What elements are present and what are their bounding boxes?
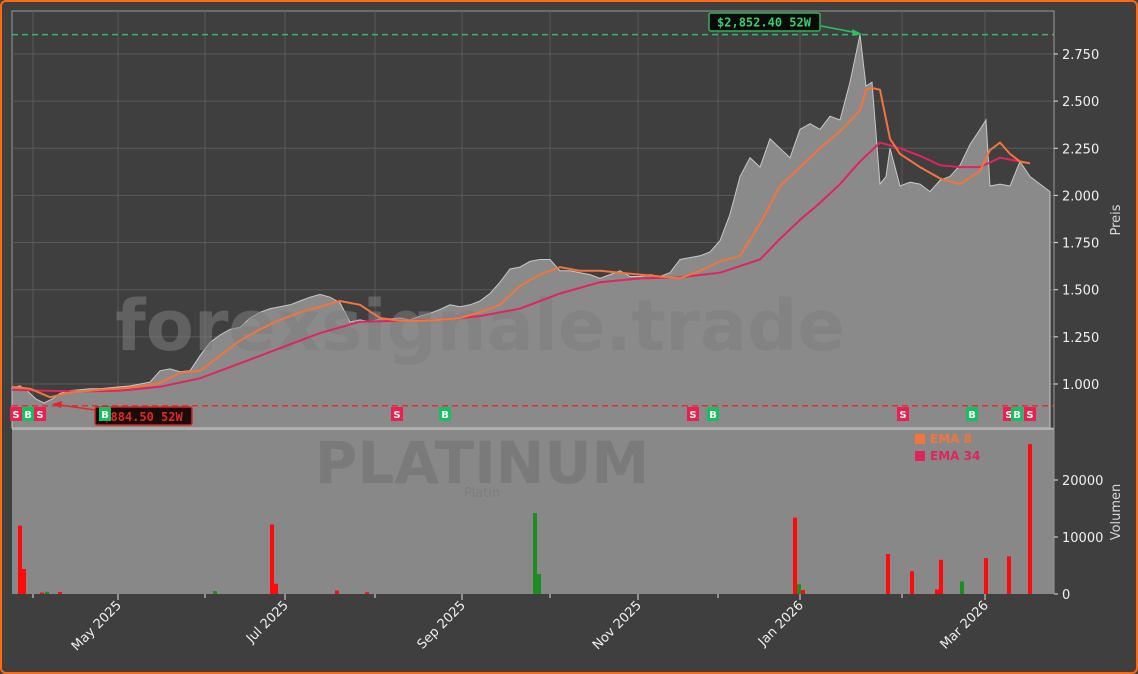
volume-bar xyxy=(960,581,964,594)
svg-text:B: B xyxy=(441,410,449,421)
volume-bar xyxy=(58,592,62,594)
legend-swatch-ema34 xyxy=(915,451,925,461)
volume-bar xyxy=(537,574,541,594)
svg-text:S: S xyxy=(689,410,696,421)
volume-tick-label: 0 xyxy=(1062,588,1070,603)
volume-bar xyxy=(270,524,274,594)
svg-text:B: B xyxy=(101,410,109,421)
legend-label-ema8: EMA 8 xyxy=(930,432,972,446)
volume-bar xyxy=(335,590,339,594)
buy-signal-marker: B xyxy=(1011,407,1023,421)
price-area xyxy=(11,34,1051,429)
price-tick-label: 2.000 xyxy=(1062,189,1099,204)
volume-bar xyxy=(1007,556,1011,594)
sell-signal-marker: S xyxy=(1024,407,1036,421)
sell-signal-marker: S xyxy=(10,407,22,421)
volume-bar xyxy=(274,583,278,594)
volume-axis-title: Volumen xyxy=(1109,484,1124,541)
buy-signal-marker: B xyxy=(22,407,34,421)
price-tick-label: 1.250 xyxy=(1062,331,1099,346)
svg-text:S: S xyxy=(899,410,906,421)
price-axis-title: Preis xyxy=(1109,204,1124,235)
ema8-line xyxy=(11,86,1031,399)
time-tick-label: Nov 2025 xyxy=(590,598,645,653)
svg-text:S: S xyxy=(1026,410,1033,421)
volume-bar xyxy=(40,592,44,594)
price-axis: 1.000 1.250 1.500 1.750 2.000 2.250 2.500 2.750 xyxy=(1054,48,1099,393)
volume-bar xyxy=(939,559,943,594)
time-tick-label: Mar 2026 xyxy=(938,598,992,652)
volume-bar xyxy=(886,554,890,594)
legend-swatch-ema8 xyxy=(915,434,925,444)
high-52w-label: $2,852.40 52W xyxy=(717,16,812,30)
time-tick-label: Jul 2025 xyxy=(243,598,292,647)
volume-axis: 0 10000 20000 xyxy=(1054,474,1103,603)
legend: EMA 8 EMA 34 xyxy=(915,432,980,463)
time-tick-label: May 2025 xyxy=(69,598,125,654)
sell-signal-marker: S xyxy=(391,407,403,421)
price-tick-label: 1.750 xyxy=(1062,237,1099,252)
buy-signal-marker: B xyxy=(99,407,111,421)
volume-bar xyxy=(1028,444,1032,594)
time-tick-label: Sep 2025 xyxy=(415,598,469,652)
svg-text:B: B xyxy=(709,410,717,421)
volume-bar xyxy=(935,589,939,594)
subtitle-watermark: Platin xyxy=(464,486,500,501)
volume-bar xyxy=(213,591,217,594)
time-tick-label: Jan 2026 xyxy=(755,598,807,650)
legend-label-ema34: EMA 34 xyxy=(930,449,980,463)
low-52w-label: $884.50 52W xyxy=(103,410,183,424)
high-52w-annotation: $2,852.40 52W xyxy=(708,12,862,36)
volume-bars xyxy=(18,444,1032,594)
low-52w-annotation: $884.50 52W xyxy=(52,401,193,426)
svg-text:B: B xyxy=(968,410,976,421)
volume-bar xyxy=(365,592,369,594)
volume-bar xyxy=(793,517,797,594)
price-tick-label: 1.500 xyxy=(1062,284,1099,299)
svg-text:S: S xyxy=(1005,410,1012,421)
svg-text:B: B xyxy=(24,410,32,421)
svg-text:B: B xyxy=(1013,410,1021,421)
volume-bar xyxy=(533,513,537,594)
svg-text:S: S xyxy=(12,410,19,421)
ema34-line xyxy=(11,141,1031,393)
volume-tick-label: 20000 xyxy=(1062,474,1103,489)
svg-text:S: S xyxy=(36,410,43,421)
price-tick-label: 1.000 xyxy=(1062,378,1099,393)
title-watermark: PLATINUM xyxy=(315,429,649,497)
volume-tick-label: 10000 xyxy=(1062,531,1103,546)
buy-signal-marker: B xyxy=(439,407,451,421)
time-axis: May 2025 Jul 2025 Sep 2025 Nov 2025 Jan 2026… xyxy=(32,594,992,654)
sell-signal-marker: S xyxy=(687,407,699,421)
price-tick-label: 2.750 xyxy=(1062,48,1099,63)
price-tick-label: 2.250 xyxy=(1062,142,1099,157)
watermark-text: forexsignale.trade xyxy=(115,285,844,367)
volume-bar xyxy=(910,571,914,594)
volume-bar xyxy=(984,558,988,594)
sell-signal-marker: S xyxy=(897,407,909,421)
volume-bar xyxy=(797,584,801,594)
buy-signal-marker: B xyxy=(966,407,978,421)
volume-bar xyxy=(18,525,22,594)
sell-signal-marker: S xyxy=(34,407,46,421)
volume-bar xyxy=(22,568,26,594)
buy-signal-marker: B xyxy=(707,407,719,421)
svg-text:S: S xyxy=(393,410,400,421)
volume-bar xyxy=(45,591,49,594)
price-tick-label: 2.500 xyxy=(1062,95,1099,110)
volume-bar xyxy=(801,590,805,594)
